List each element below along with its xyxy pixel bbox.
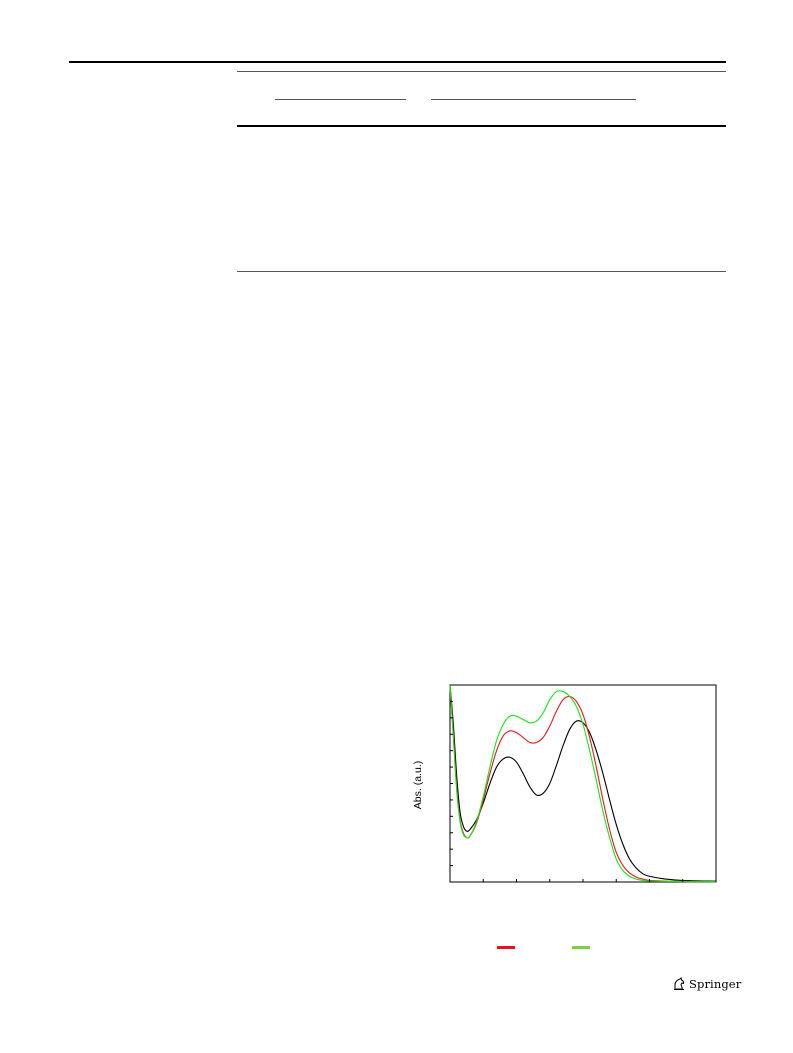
publisher-name: Springer — [689, 977, 742, 991]
table-column-group-rule-1 — [275, 99, 406, 100]
publisher-footer: Springer — [672, 975, 741, 993]
legend-swatch-red — [497, 946, 515, 949]
chart-legend — [490, 940, 610, 954]
y-axis-label: Abs. (a.u.) — [412, 761, 424, 809]
table-bottom-rule — [237, 271, 726, 272]
table-column-group-rule-2 — [431, 99, 636, 100]
chart-svg: Abs. (a.u.) — [412, 684, 717, 883]
series-line-2 — [449, 684, 716, 883]
springer-horse-icon — [674, 977, 685, 990]
table-top-rule — [237, 71, 726, 72]
legend-swatch-green — [572, 946, 590, 949]
table-header-rule — [237, 125, 726, 127]
page-header-rule — [69, 61, 726, 63]
series-line-0 — [449, 684, 717, 882]
chart-curves — [449, 684, 717, 883]
y-axis-ticks — [450, 684, 453, 883]
absorption-chart: Abs. (a.u.) — [400, 675, 730, 915]
